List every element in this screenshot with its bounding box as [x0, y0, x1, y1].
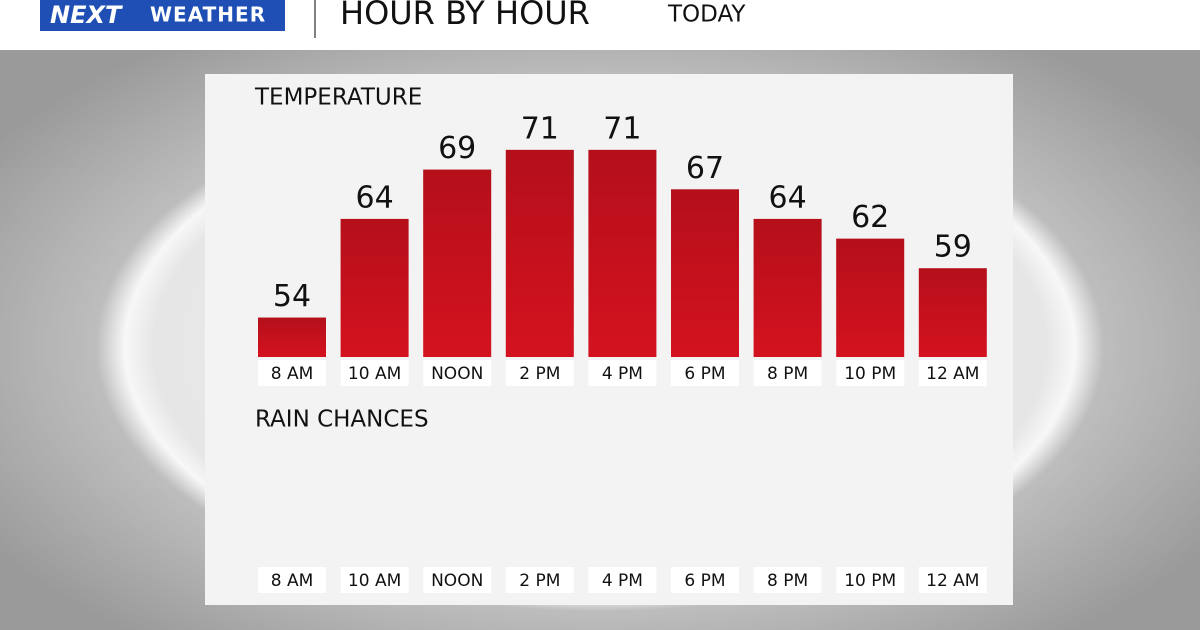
- category-box: [671, 360, 739, 386]
- category-box: [671, 567, 739, 593]
- bar-shade: [671, 189, 739, 357]
- x-tick-label: NOON: [431, 364, 483, 384]
- value-label: 71: [521, 111, 559, 146]
- value-label: 64: [356, 180, 394, 215]
- x-tick-label: 2 PM: [519, 364, 560, 384]
- x-tick-label: 10 PM: [844, 571, 896, 591]
- category-box: [505, 567, 574, 593]
- header-title: HOUR BY HOUR: [340, 0, 590, 32]
- category-box: [918, 360, 987, 386]
- x-tick-label: 10 AM: [348, 364, 401, 384]
- logo-weather: WEATHER: [150, 3, 266, 27]
- logo-next: NEXT: [50, 1, 123, 29]
- category-box: [836, 567, 905, 593]
- value-label: 62: [851, 200, 889, 235]
- category-box: [340, 567, 409, 593]
- x-tick-label: 12 AM: [926, 571, 979, 591]
- x-tick-label: 8 AM: [271, 571, 314, 591]
- category-box: [588, 567, 657, 593]
- bar-shade: [258, 317, 326, 357]
- category-box: [588, 360, 657, 386]
- x-tick-label: 4 PM: [602, 571, 643, 591]
- x-tick-label: 6 PM: [684, 364, 725, 384]
- x-tick-label: 8 PM: [767, 364, 808, 384]
- category-box: [753, 360, 822, 386]
- chart-title: TEMPERATURE: [254, 85, 422, 111]
- value-label: 69: [438, 131, 476, 166]
- category-box: [505, 360, 574, 386]
- x-tick-label: NOON: [431, 571, 483, 591]
- bar-shade: [588, 149, 657, 357]
- header-subtitle: TODAY: [667, 2, 746, 28]
- value-label: 64: [769, 180, 807, 215]
- bar-shade: [340, 218, 409, 357]
- x-tick-label: 6 PM: [684, 571, 725, 591]
- value-label: 71: [603, 111, 641, 146]
- category-box: [258, 567, 326, 593]
- x-tick-label: 4 PM: [602, 364, 643, 384]
- x-tick-label: 8 PM: [767, 571, 808, 591]
- category-box: [340, 360, 409, 386]
- x-tick-label: 10 PM: [844, 364, 896, 384]
- bar-shade: [423, 169, 492, 357]
- x-tick-label: 2 PM: [519, 571, 560, 591]
- category-box: [918, 567, 987, 593]
- category-box: [258, 360, 326, 386]
- chart-title: RAIN CHANCES: [255, 407, 429, 433]
- value-label: 67: [686, 151, 724, 186]
- category-box: [836, 360, 905, 386]
- value-label: 54: [273, 279, 311, 314]
- bar-shade: [753, 218, 822, 357]
- x-tick-label: 10 AM: [348, 571, 401, 591]
- bar-shade: [918, 268, 987, 357]
- value-label: 59: [934, 230, 972, 265]
- category-box: [423, 567, 492, 593]
- category-box: [423, 360, 492, 386]
- category-box: [753, 567, 822, 593]
- x-tick-label: 8 AM: [271, 364, 314, 384]
- x-tick-label: 12 AM: [926, 364, 979, 384]
- bar-shade: [505, 149, 574, 357]
- logo-box: [40, 0, 285, 31]
- bar-shade: [836, 238, 905, 357]
